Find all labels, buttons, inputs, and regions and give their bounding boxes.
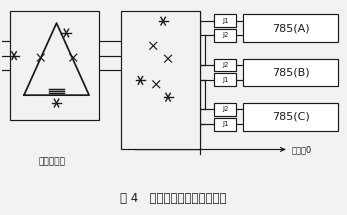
Bar [214, 59, 236, 71]
Text: 中性点0: 中性点0 [291, 145, 312, 154]
Text: 图 4   同步信号获取电路的改进: 图 4 同步信号获取电路的改进 [120, 192, 226, 205]
Text: J1: J1 [222, 18, 229, 24]
Text: J2: J2 [222, 62, 229, 68]
Bar [214, 29, 236, 42]
Text: 785(A): 785(A) [272, 23, 309, 33]
Text: 785(B): 785(B) [272, 68, 309, 77]
Bar [121, 11, 200, 149]
Bar [214, 103, 236, 116]
Text: 785(C): 785(C) [272, 112, 309, 122]
Text: J1: J1 [222, 121, 229, 127]
Text: J1: J1 [222, 77, 229, 83]
Text: J2: J2 [222, 32, 229, 38]
Bar [243, 59, 338, 86]
Bar [243, 14, 338, 42]
Bar [10, 11, 99, 120]
Bar [214, 14, 236, 27]
Bar [214, 118, 236, 131]
Bar [214, 74, 236, 86]
Bar [243, 103, 338, 131]
Text: 同步变压器: 同步变压器 [38, 158, 65, 167]
Text: J2: J2 [222, 106, 229, 112]
